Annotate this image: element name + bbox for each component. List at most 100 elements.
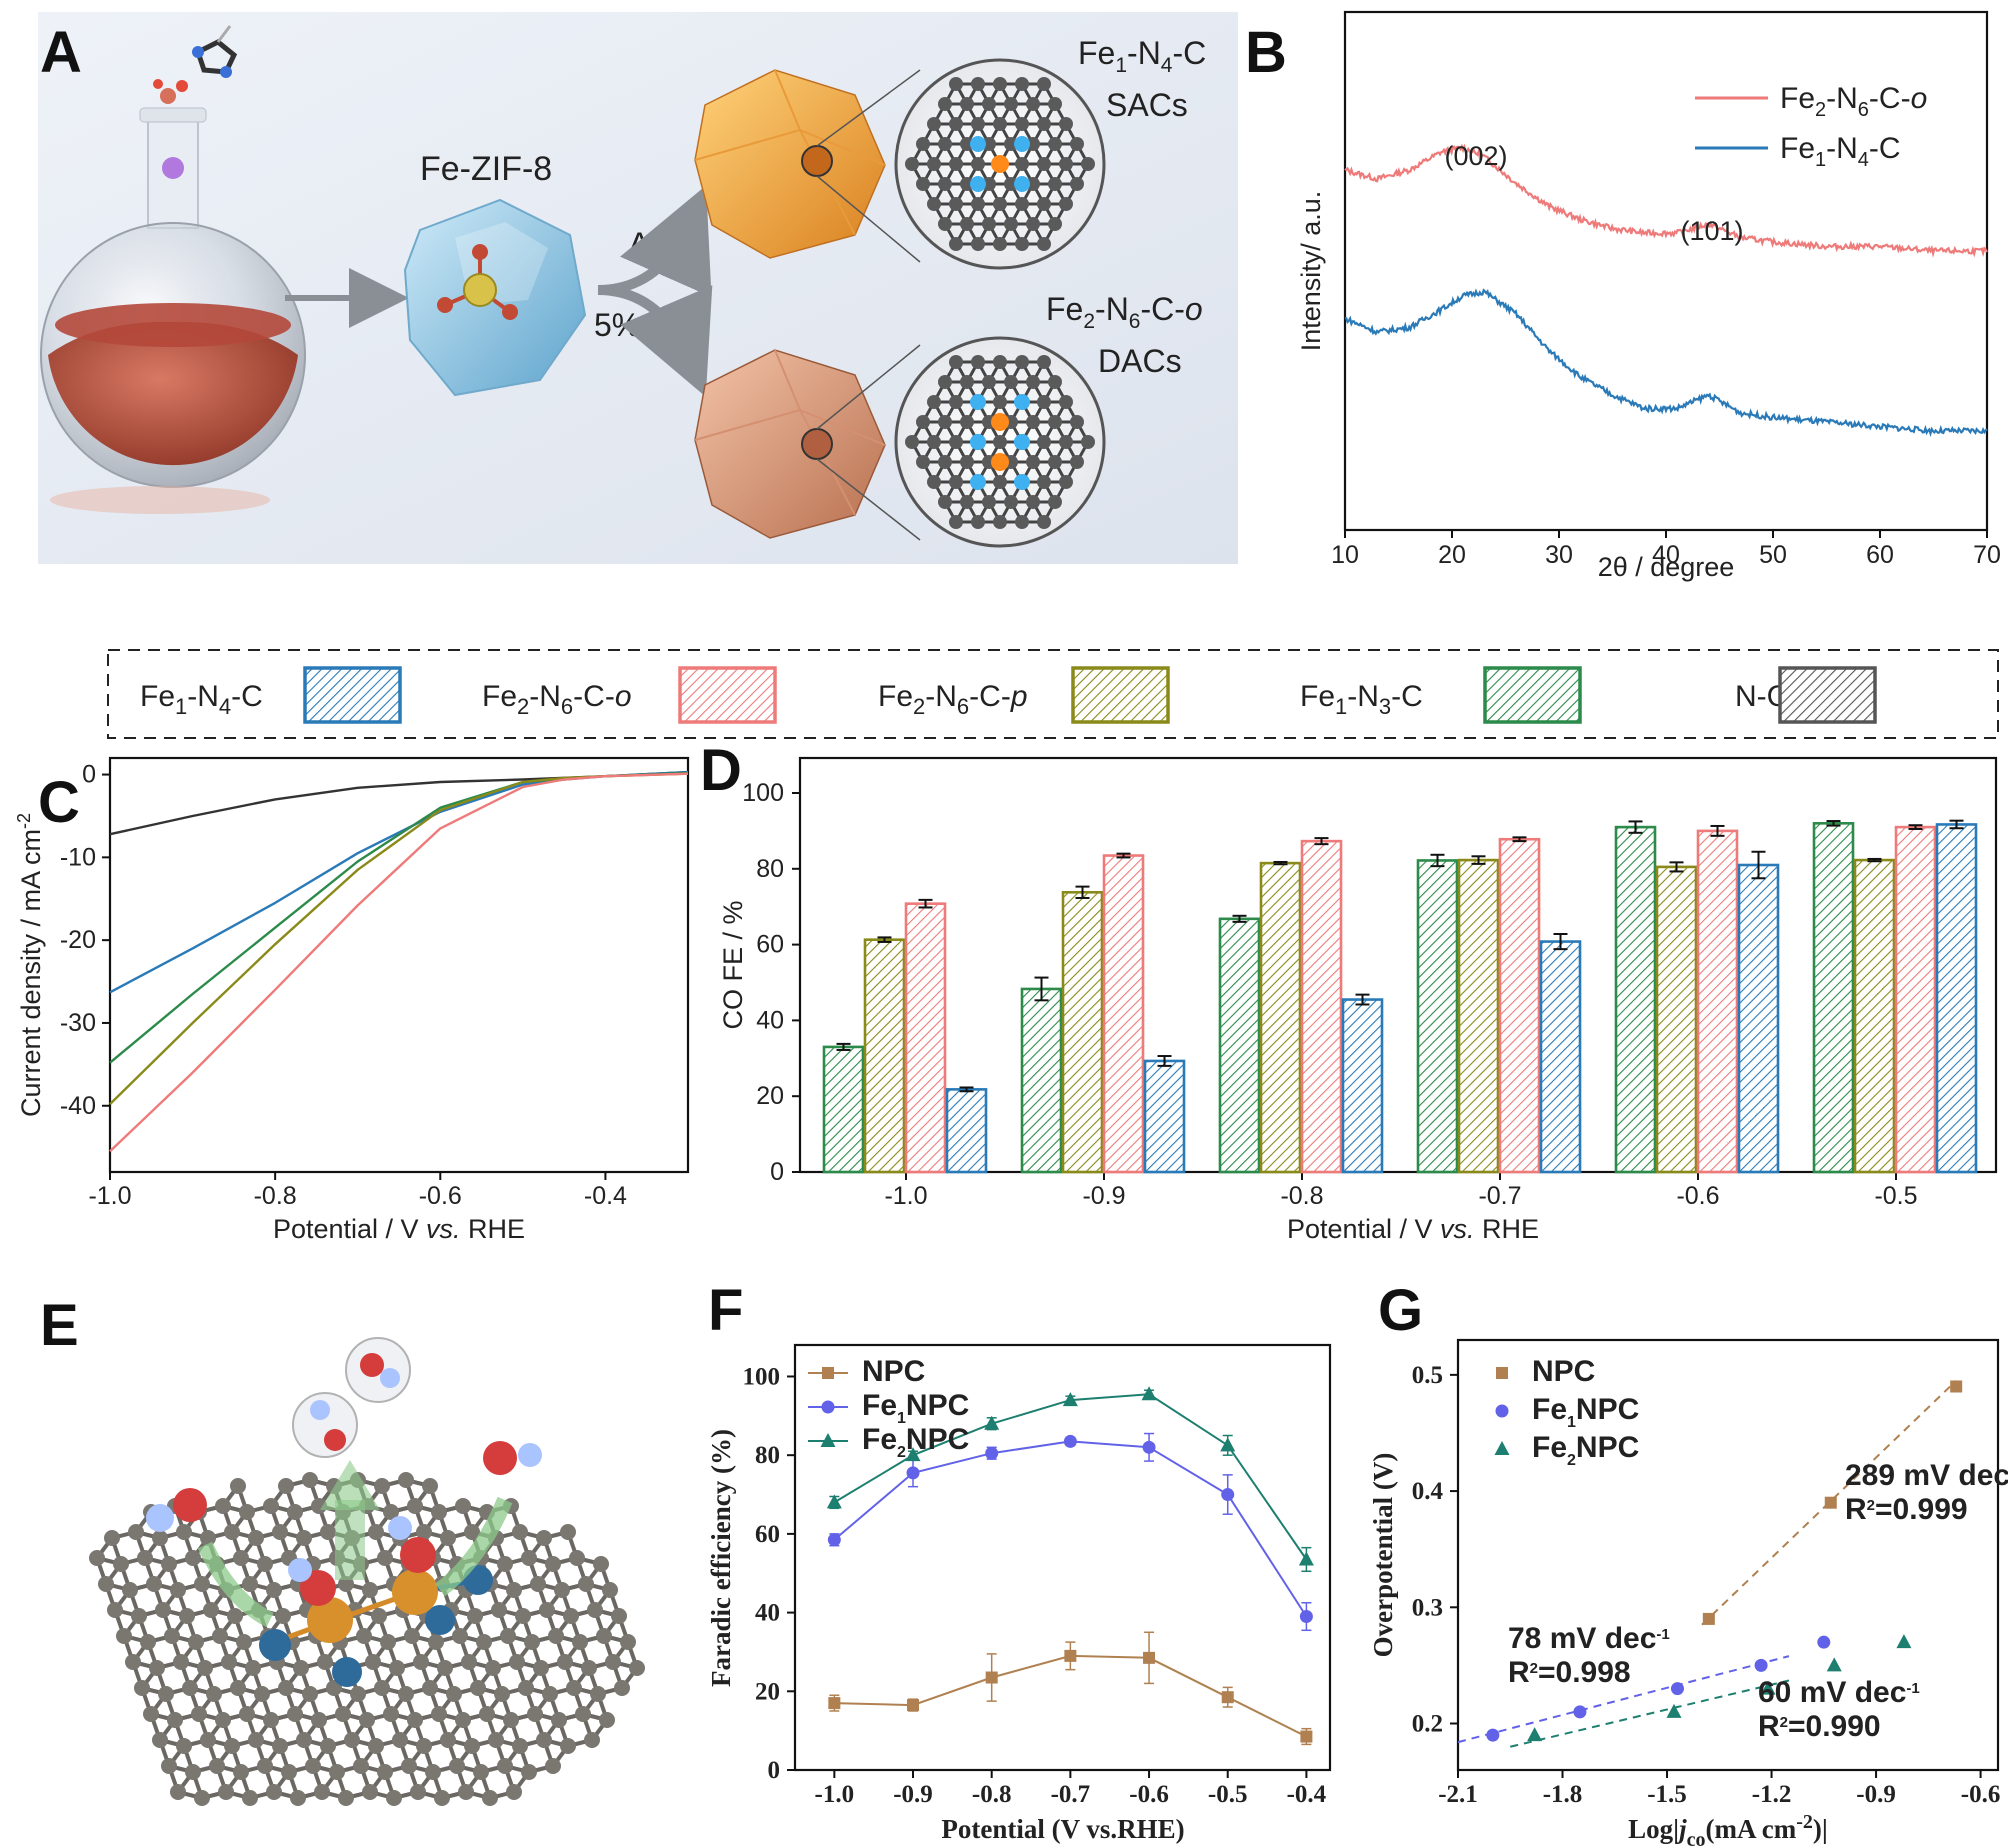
legend-swatch-nc	[1778, 666, 1877, 724]
graphene-carbon-atom	[272, 1738, 288, 1754]
graphene-carbon-atom	[398, 1472, 414, 1488]
panel-f-series-fe1npc	[833, 1440, 1308, 1618]
panel-b-xtick-label: 60	[1866, 541, 1894, 569]
carbon-atom	[1026, 455, 1040, 469]
carbon-atom	[1026, 217, 1040, 231]
graphene-carbon-atom	[527, 1706, 543, 1722]
graphene-carbon-atom	[602, 1582, 618, 1598]
panel-c-series-nc	[109, 770, 689, 836]
graphene-carbon-atom	[89, 1550, 105, 1566]
panel-d-bar-fe2n6cp	[1061, 890, 1104, 1174]
graphene-carbon-atom	[509, 1654, 525, 1670]
graphene-carbon-atom	[578, 1576, 594, 1592]
panel-g-r2-label-fe1npc: R2=0.998	[1508, 1656, 1631, 1689]
graphene-carbon-atom	[368, 1524, 384, 1540]
carbon-atom	[1026, 375, 1040, 389]
carbon-atom	[1059, 475, 1073, 489]
graphene-carbon-atom	[125, 1654, 141, 1670]
panel-d-bar-fe1n4c	[945, 1088, 988, 1174]
graphene-carbon-atom	[383, 1706, 399, 1722]
graphene-carbon-atom	[182, 1680, 198, 1696]
panel-f-point-npc	[1064, 1649, 1077, 1662]
carbon-atom	[938, 217, 952, 231]
carbon-atom	[1070, 415, 1084, 429]
panel-f-point-fe1npc	[985, 1446, 999, 1460]
panel-d-bar-fe2n6cp	[1655, 865, 1698, 1174]
carbon-atom	[1048, 177, 1062, 191]
graphene-carbon-atom	[404, 1628, 420, 1644]
graphene-carbon-atom	[170, 1582, 186, 1598]
panel-g-fit-npc	[1701, 1379, 1957, 1626]
carbon-atom	[960, 455, 974, 469]
graphene-carbon-atom	[401, 1758, 417, 1774]
panel-g-xtick-label: -0.6	[1961, 1781, 2001, 1808]
graphene-carbon-atom	[224, 1738, 240, 1754]
graphene-carbon-atom	[479, 1706, 495, 1722]
panel-f-point-fe2npc	[1141, 1386, 1157, 1401]
panel-f-point-npc	[828, 1697, 841, 1710]
carbon-atom	[916, 415, 930, 429]
legend-swatch-fe1n3c	[1483, 666, 1582, 724]
graphene-carbon-atom	[329, 1764, 345, 1780]
graphene-carbon-atom	[362, 1784, 378, 1800]
panel-c-ytick-label: 0	[82, 761, 96, 789]
panel-g-xtick-label: -2.1	[1438, 1781, 1478, 1808]
carbon-atom	[916, 137, 930, 151]
panel-label-a: A	[40, 20, 82, 85]
graphene-carbon-atom	[368, 1738, 384, 1754]
nitrogen-atom	[1014, 176, 1030, 192]
carbon-atom	[1037, 395, 1051, 409]
graphene-carbon-atom	[344, 1732, 360, 1748]
carbon-atom	[993, 515, 1007, 529]
panel-d-bar-fe1n4c	[1341, 998, 1384, 1174]
graphene-carbon-atom	[176, 1738, 192, 1754]
panel-g-slope-label-npc: 289 mV dec-1	[1845, 1459, 2008, 1492]
graphene-carbon-atom	[146, 1576, 162, 1592]
graphene-carbon-atom	[524, 1634, 540, 1650]
carbon-atom	[938, 375, 952, 389]
dac-formula-label: Fe2-N6-C-o	[1046, 291, 1203, 333]
carbon-atom	[1004, 137, 1018, 151]
reaction-flask-icon	[40, 107, 306, 514]
graphene-carbon-atom	[410, 1784, 426, 1800]
graphene-carbon-atom	[560, 1738, 576, 1754]
panel-d-xtick-label: -1.0	[884, 1182, 927, 1210]
carbon-atom	[960, 137, 974, 151]
panel-g-point-npc	[1702, 1612, 1715, 1625]
panel-g-point-fe2npc	[1760, 1680, 1776, 1695]
panel-d-bar-fe2n6cp	[1259, 861, 1302, 1174]
panel-a: A Fe-ZIF-8	[38, 12, 1238, 564]
graphene-carbon-atom	[440, 1530, 456, 1546]
panel-c-ytick-label: -20	[60, 926, 96, 954]
panel-d-bar-fe1n4c	[1143, 1059, 1186, 1174]
panel-label-b: B	[1245, 20, 1287, 85]
carbon-atom	[993, 237, 1007, 251]
panel-f-point-fe1npc	[1299, 1610, 1313, 1624]
carbon-atom	[982, 177, 996, 191]
graphene-carbon-atom	[428, 1634, 444, 1650]
panel-d-ytick-label: 40	[756, 1006, 784, 1034]
graphene-carbon-atom	[581, 1660, 597, 1676]
reaction-flow-arrow-icon	[197, 1460, 513, 1628]
graphene-carbon-atom	[500, 1628, 516, 1644]
graphene-carbon-atom	[233, 1764, 249, 1780]
panel-f-point-fe1npc	[1142, 1440, 1156, 1454]
panel-c-ylabel: Current density / mA cm-2	[14, 813, 46, 1117]
graphene-carbon-atom	[629, 1660, 645, 1676]
panel-f-point-fe1npc	[827, 1533, 841, 1547]
graphene-carbon-atom	[230, 1478, 246, 1494]
legend-label-fe1n4c: Fe1-N4-C	[140, 680, 263, 719]
panel-g-point-fe1npc	[1754, 1658, 1768, 1672]
graphene-carbon-atom	[224, 1524, 240, 1540]
graphene-carbon-atom	[98, 1576, 114, 1592]
graphene-carbon-atom	[512, 1524, 528, 1540]
graphene-carbon-atom	[614, 1680, 630, 1696]
graphene-carbon-atom	[275, 1608, 291, 1624]
graphene-carbon-atom	[233, 1550, 249, 1566]
carbon-atom	[1048, 137, 1062, 151]
panel-d: D 0 20 40 60 80 100 -1.0 -0.9 -0.8 -0.7 -0.6 -0.5 P…	[700, 738, 1998, 1244]
carbon-atom	[1015, 117, 1029, 131]
graphene-carbon-atom	[371, 1608, 387, 1624]
panel-d-bar-fe2n6co	[1498, 837, 1541, 1174]
